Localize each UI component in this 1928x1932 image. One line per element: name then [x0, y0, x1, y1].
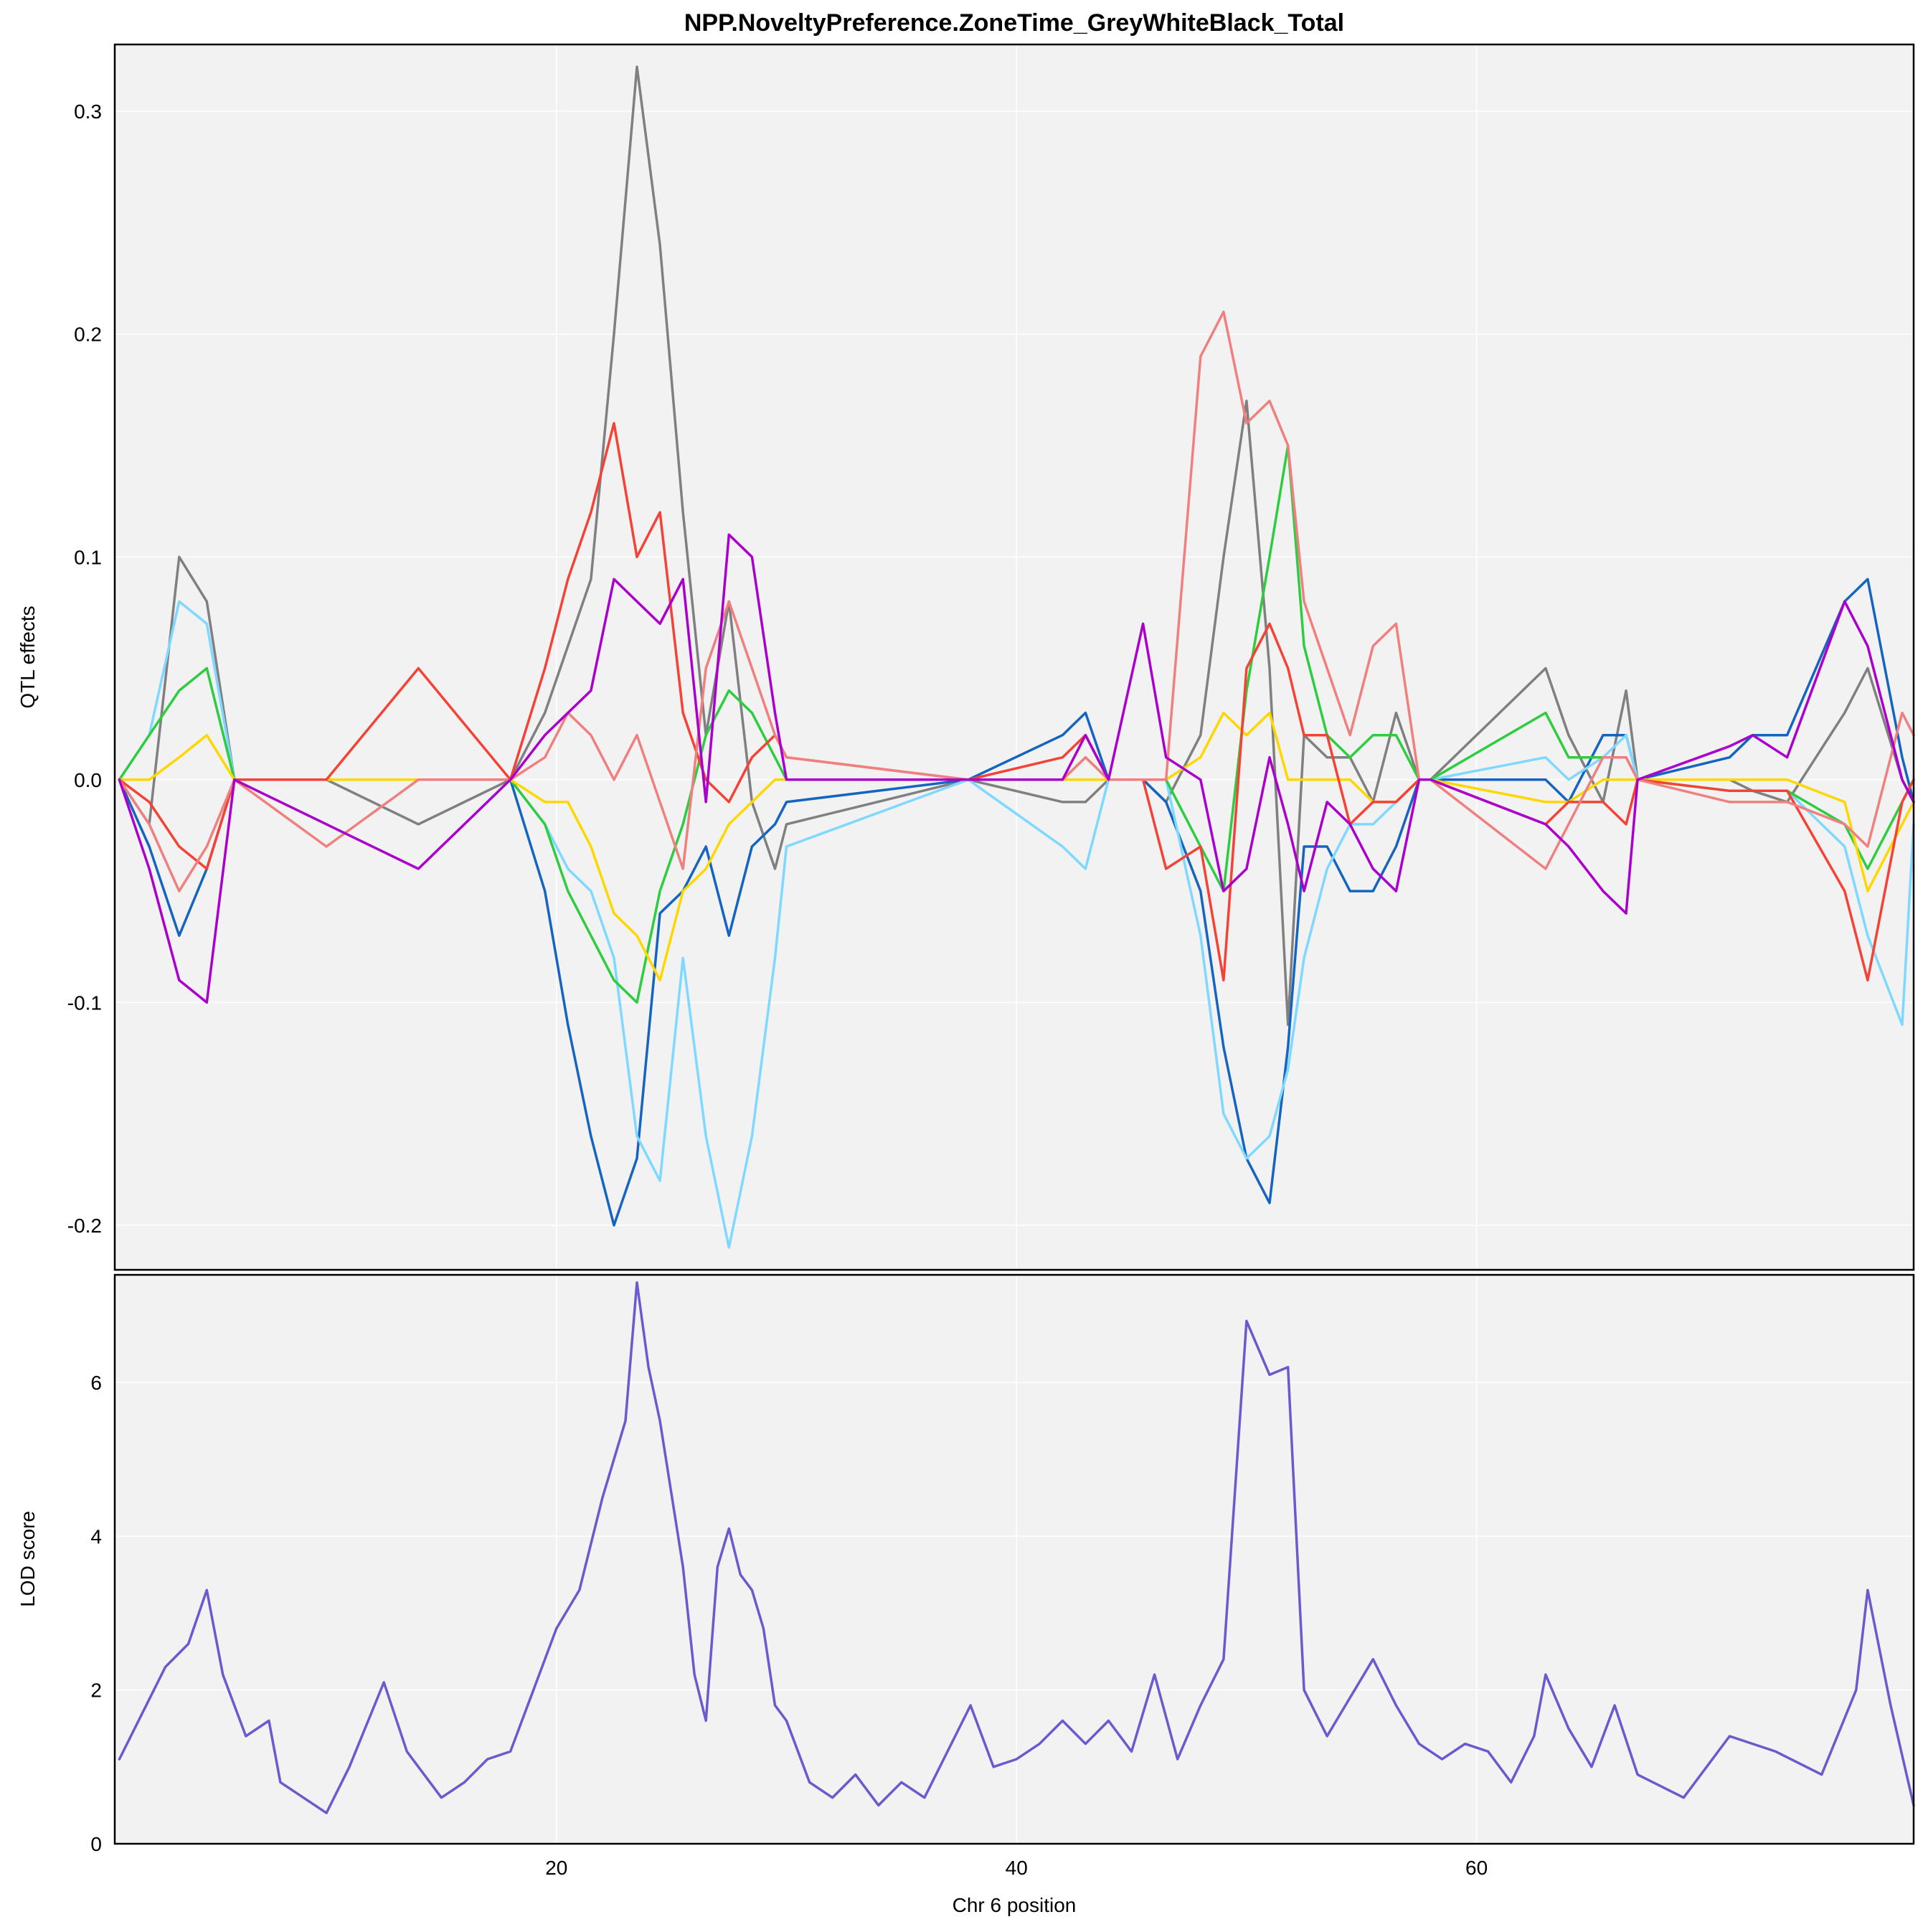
- lod-panel-background: [115, 1275, 1914, 1844]
- effects-y-tick-label: 0.1: [74, 546, 102, 568]
- chart-title: NPP.NoveltyPreference.ZoneTime_GreyWhite…: [684, 9, 1344, 37]
- effects-y-axis: -0.2 -0.1 0.0 0.1 0.2 0.3: [67, 100, 102, 1237]
- x-tick-label: 20: [545, 1857, 567, 1879]
- lod-y-axis: 0 2 4 6: [90, 1372, 102, 1855]
- series-line-6: [118, 422, 1915, 982]
- x-axis: 20 40 60: [545, 1857, 1488, 1879]
- lod-series-group: [118, 1281, 1915, 1814]
- series-line-8: [118, 533, 1915, 1004]
- series-line-2: [118, 578, 1915, 1227]
- lod-panel-border: [113, 1273, 1915, 1845]
- lod-y-tick-label: 0: [90, 1833, 102, 1855]
- x-tick-label: 60: [1465, 1857, 1488, 1879]
- effects-panel-background: [115, 44, 1914, 1270]
- lod-y-tick-label: 4: [90, 1525, 102, 1547]
- lod-y-tick-label: 2: [90, 1679, 102, 1702]
- effects-panel-border: [113, 43, 1915, 1271]
- lod-panel: 0 2 4 6 20 40 60 LOD score Chr 6 position: [16, 1273, 1915, 1916]
- effects-y-axis-label: QTL effects: [16, 605, 39, 708]
- effects-panel: -0.2 -0.1 0.0 0.1 0.2 0.3 QTL effects: [16, 43, 1915, 1271]
- lod-y-axis-label: LOD score: [16, 1511, 39, 1607]
- effects-y-tick-label: -0.2: [67, 1215, 102, 1237]
- effects-y-tick-label: 0.2: [74, 324, 102, 346]
- x-tick-label: 40: [1006, 1857, 1028, 1879]
- effects-y-tick-label: 0.3: [74, 100, 102, 123]
- series-line-1: [118, 1281, 1915, 1814]
- lod-y-tick-label: 6: [90, 1372, 102, 1394]
- effects-y-tick-label: -0.1: [67, 991, 102, 1014]
- effects-series-group: [118, 65, 1915, 1249]
- series-line-7: [118, 310, 1915, 892]
- x-axis-label: Chr 6 position: [953, 1894, 1077, 1916]
- effects-y-tick-label: 0.0: [74, 769, 102, 791]
